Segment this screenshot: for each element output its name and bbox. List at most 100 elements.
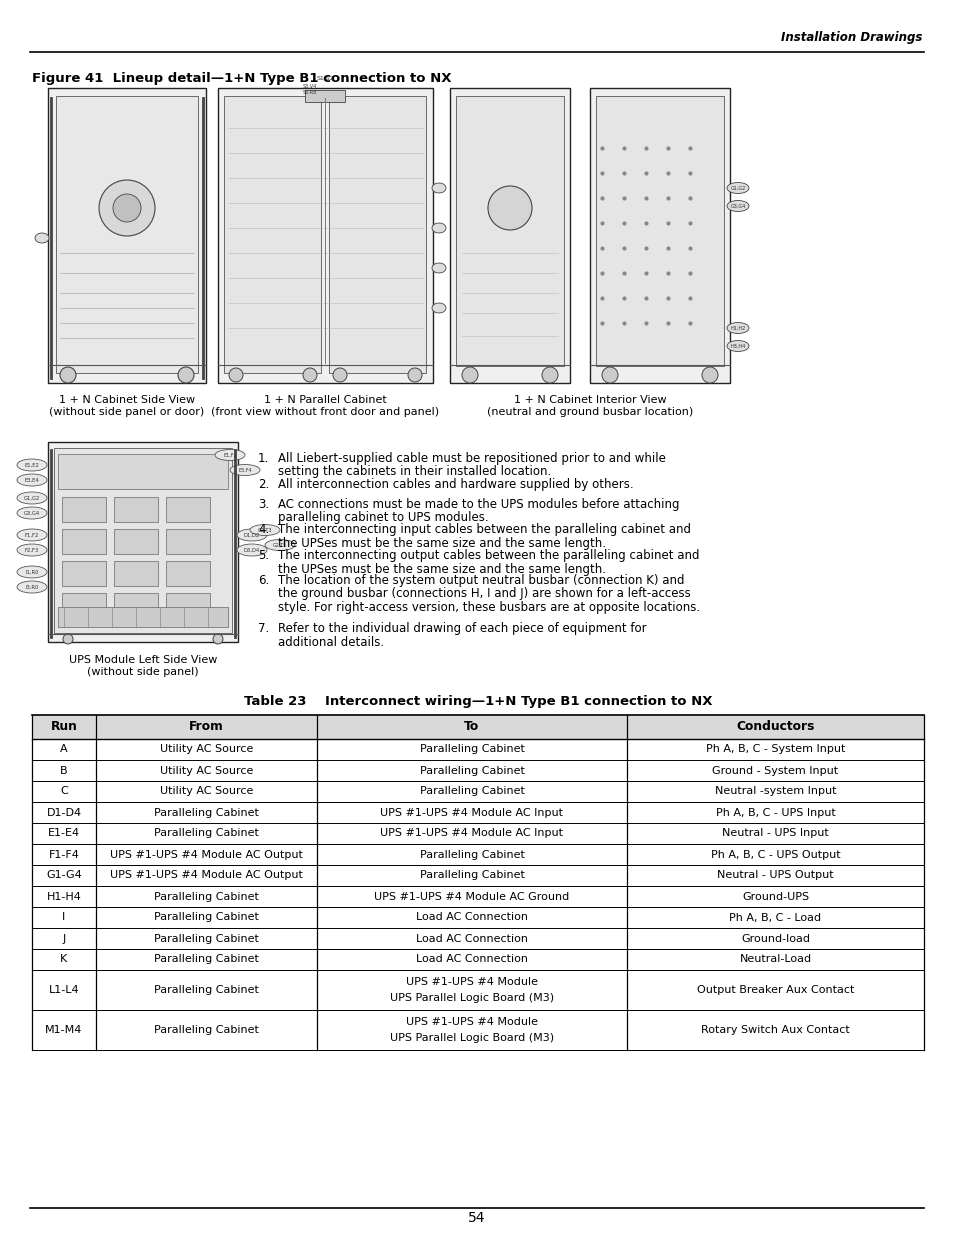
Text: G2,T5: G2,T5 — [273, 542, 287, 547]
Ellipse shape — [432, 303, 446, 312]
Text: From: From — [189, 720, 224, 734]
Circle shape — [213, 634, 223, 643]
Bar — [166, 593, 210, 618]
Bar — [305, 90, 345, 103]
Bar — [218, 88, 433, 383]
Circle shape — [701, 367, 718, 383]
Text: Neutral -system Input: Neutral -system Input — [714, 787, 836, 797]
Circle shape — [408, 368, 421, 382]
Bar — [456, 96, 563, 366]
Bar — [32, 802, 923, 823]
Text: F2,F3: F2,F3 — [25, 547, 39, 552]
Text: setting the cabinets in their installed location.: setting the cabinets in their installed … — [277, 466, 551, 478]
Text: Run: Run — [51, 720, 77, 734]
Ellipse shape — [726, 200, 748, 211]
Circle shape — [601, 367, 618, 383]
Text: 2.: 2. — [257, 478, 269, 492]
Circle shape — [229, 368, 243, 382]
Text: L1-L4: L1-L4 — [49, 986, 79, 995]
Text: Paralleling Cabinet: Paralleling Cabinet — [419, 745, 524, 755]
Text: E1-E4: E1-E4 — [48, 829, 80, 839]
Bar — [56, 96, 198, 373]
Text: Paralleling Cabinet: Paralleling Cabinet — [153, 829, 258, 839]
Text: Paralleling Cabinet: Paralleling Cabinet — [419, 850, 524, 860]
Circle shape — [63, 634, 73, 643]
Text: H1,H2: H1,H2 — [730, 326, 745, 331]
Circle shape — [488, 186, 532, 230]
Bar — [48, 442, 237, 642]
Text: I3,R0: I3,R0 — [26, 584, 39, 589]
Circle shape — [99, 180, 154, 236]
Text: style. For right-access version, these busbars are at opposite locations.: style. For right-access version, these b… — [277, 601, 700, 614]
Ellipse shape — [236, 529, 267, 541]
Text: 6.: 6. — [257, 574, 269, 587]
Text: Utility AC Source: Utility AC Source — [160, 766, 253, 776]
Text: Paralleling Cabinet: Paralleling Cabinet — [153, 986, 258, 995]
Bar — [32, 927, 923, 948]
Bar — [589, 88, 729, 383]
Text: Paralleling Cabinet: Paralleling Cabinet — [153, 913, 258, 923]
Bar — [54, 448, 232, 634]
Text: UPS #1-UPS #4 Module AC Input: UPS #1-UPS #4 Module AC Input — [380, 808, 563, 818]
Ellipse shape — [432, 183, 446, 193]
Ellipse shape — [265, 540, 294, 551]
Circle shape — [333, 368, 347, 382]
Text: Ground - System Input: Ground - System Input — [712, 766, 838, 776]
Text: Ground-UPS: Ground-UPS — [741, 892, 808, 902]
Text: To: To — [464, 720, 479, 734]
Text: G1,G2: G1,G2 — [24, 495, 40, 500]
Bar — [32, 969, 923, 1010]
Ellipse shape — [432, 263, 446, 273]
Text: S1,S2: S1,S2 — [315, 77, 334, 82]
Text: UPS Parallel Logic Board (M3): UPS Parallel Logic Board (M3) — [390, 1032, 554, 1044]
Ellipse shape — [17, 566, 47, 578]
Text: M1-M4: M1-M4 — [45, 1025, 83, 1035]
Bar — [113, 496, 158, 522]
Text: Ph A, B, C - UPS Output: Ph A, B, C - UPS Output — [710, 850, 840, 860]
Text: 54: 54 — [468, 1212, 485, 1225]
Text: Paralleling Cabinet: Paralleling Cabinet — [153, 808, 258, 818]
Text: Paralleling Cabinet: Paralleling Cabinet — [153, 892, 258, 902]
Text: Figure 41  Lineup detail—1+N Type B1 connection to NX: Figure 41 Lineup detail—1+N Type B1 conn… — [32, 72, 451, 85]
Text: paralleling cabinet to UPS modules.: paralleling cabinet to UPS modules. — [277, 511, 488, 525]
Text: Load AC Connection: Load AC Connection — [416, 913, 527, 923]
Text: Paralleling Cabinet: Paralleling Cabinet — [419, 787, 524, 797]
Text: UPS #1-UPS #4 Module AC Input: UPS #1-UPS #4 Module AC Input — [380, 829, 563, 839]
Text: Ph A, B, C - UPS Input: Ph A, B, C - UPS Input — [715, 808, 835, 818]
Text: UPS #1-UPS #4 Module AC Output: UPS #1-UPS #4 Module AC Output — [110, 871, 303, 881]
Text: D1-D4: D1-D4 — [47, 808, 81, 818]
Bar — [58, 454, 228, 489]
Text: F1,F2: F1,F2 — [25, 532, 39, 537]
Text: 4.: 4. — [257, 522, 269, 536]
Ellipse shape — [236, 543, 267, 556]
Text: All Liebert-supplied cable must be repositioned prior to and while: All Liebert-supplied cable must be repos… — [277, 452, 665, 466]
Bar — [32, 906, 923, 927]
Text: H3,H4: H3,H4 — [730, 343, 745, 348]
Bar — [224, 96, 320, 373]
Bar — [166, 561, 210, 585]
Text: Table 23    Interconnect wiring—1+N Type B1 connection to NX: Table 23 Interconnect wiring—1+N Type B1… — [244, 695, 712, 708]
Text: K: K — [60, 955, 68, 965]
Text: Neutral - UPS Input: Neutral - UPS Input — [721, 829, 828, 839]
Text: UPS #1-UPS #4 Module: UPS #1-UPS #4 Module — [406, 977, 537, 987]
Bar — [113, 529, 158, 555]
Text: J: J — [62, 934, 66, 944]
Text: I: I — [62, 913, 66, 923]
Circle shape — [541, 367, 558, 383]
Text: S3,V4
S6,R8: S3,V4 S6,R8 — [302, 84, 316, 95]
Text: Ground-load: Ground-load — [740, 934, 809, 944]
Text: UPS #1-UPS #4 Module AC Ground: UPS #1-UPS #4 Module AC Ground — [374, 892, 569, 902]
Text: All interconnection cables and hardware supplied by others.: All interconnection cables and hardware … — [277, 478, 633, 492]
Text: Paralleling Cabinet: Paralleling Cabinet — [419, 871, 524, 881]
Text: Load AC Connection: Load AC Connection — [416, 955, 527, 965]
Text: C: C — [60, 787, 68, 797]
Text: Utility AC Source: Utility AC Source — [160, 787, 253, 797]
Text: E3,E4: E3,E4 — [25, 478, 39, 483]
Text: UPS Parallel Logic Board (M3): UPS Parallel Logic Board (M3) — [390, 993, 554, 1003]
Text: A: A — [60, 745, 68, 755]
Text: 1 + N Parallel Cabinet
(front view without front door and panel): 1 + N Parallel Cabinet (front view witho… — [211, 395, 438, 416]
Bar — [62, 529, 106, 555]
Circle shape — [60, 367, 76, 383]
Bar — [166, 496, 210, 522]
Ellipse shape — [17, 459, 47, 471]
